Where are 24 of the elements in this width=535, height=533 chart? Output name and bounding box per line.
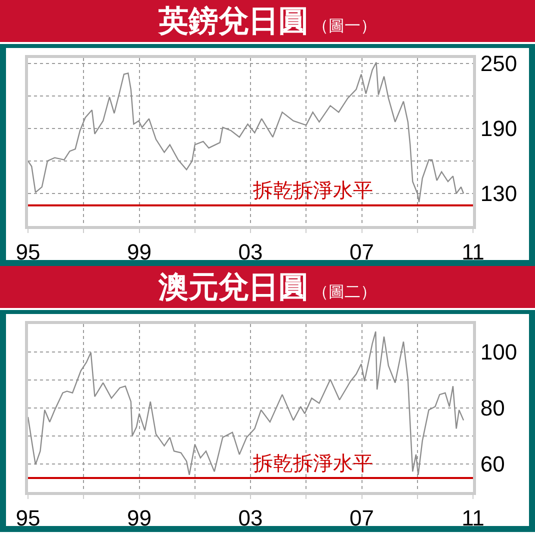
chart-title: 英鎊兌日圓 xyxy=(158,2,308,40)
chart-subtitle: （圖一） xyxy=(312,16,376,36)
x-tick-label: 99 xyxy=(127,239,152,264)
y-tick-label: 60 xyxy=(480,452,505,477)
line-series xyxy=(28,62,464,203)
ref-line-label: 拆乾拆淨水平 xyxy=(252,180,373,202)
chart-subtitle: （圖二） xyxy=(312,282,376,302)
y-tick-label: 100 xyxy=(480,340,518,365)
y-tick-label: 80 xyxy=(480,396,505,421)
x-tick-label: 03 xyxy=(238,239,263,264)
ref-line-label: 拆乾拆淨水平 xyxy=(252,453,373,475)
x-tick-label: 11 xyxy=(462,239,484,264)
x-tick-label: 07 xyxy=(350,239,374,264)
x-tick-label: 95 xyxy=(16,239,40,264)
x-tick-label: 03 xyxy=(238,505,263,530)
chart-title: 澳元兌日圓 xyxy=(158,268,308,306)
line-series xyxy=(28,330,464,476)
x-tick-label: 99 xyxy=(127,505,152,530)
y-tick-label: 250 xyxy=(480,51,518,76)
y-tick-label: 130 xyxy=(480,181,518,206)
x-tick-label: 07 xyxy=(350,505,374,530)
x-tick-label: 11 xyxy=(462,505,484,530)
x-tick-label: 95 xyxy=(16,505,40,530)
y-tick-label: 190 xyxy=(480,116,518,142)
